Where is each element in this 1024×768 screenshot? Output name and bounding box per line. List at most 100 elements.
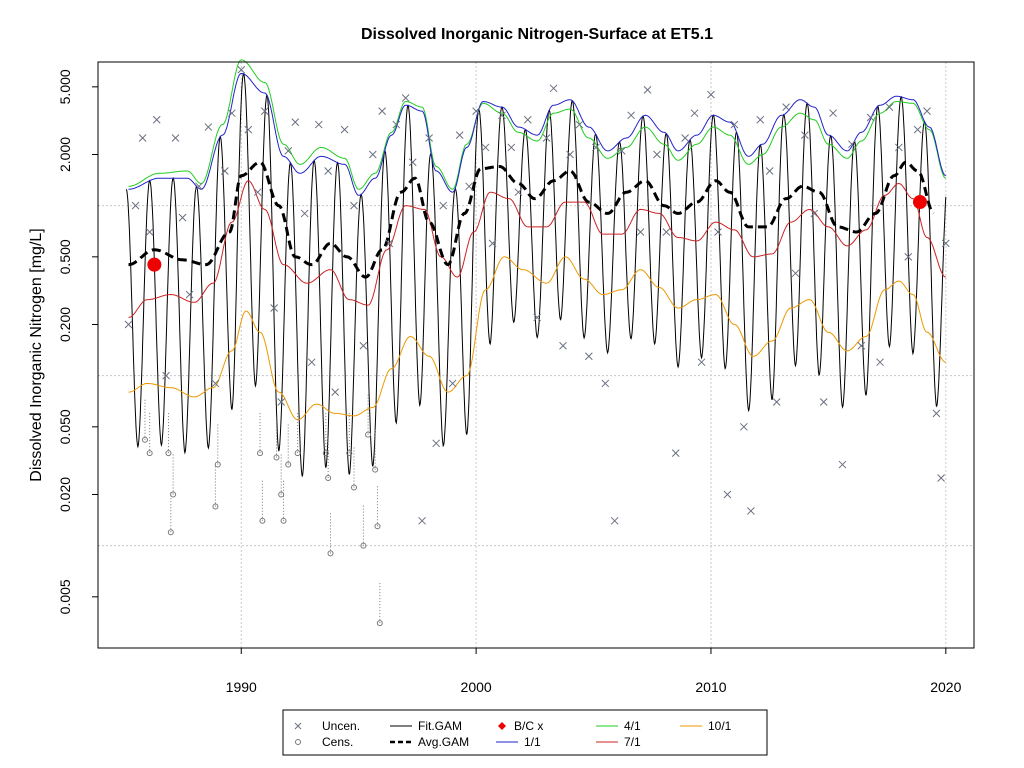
uncensored-point: [533, 313, 542, 322]
uncensored-point: [756, 115, 765, 124]
uncensored-point: [152, 115, 161, 124]
uncensored-point: [627, 111, 635, 120]
uncensored-point: [350, 201, 358, 210]
series-layer: [125, 59, 947, 477]
legend-label-101: 10/1: [708, 719, 732, 733]
censored-point: [257, 450, 264, 457]
uncensored-point: [124, 320, 133, 329]
legend-symbol-uncen: [294, 722, 302, 730]
uncensored-point: [195, 182, 203, 191]
uncensored-point: [819, 398, 828, 406]
uncensored-point: [425, 134, 433, 142]
grid-lines: [98, 62, 974, 648]
legend-label-cens: Cens.: [322, 735, 353, 749]
censored-point: [376, 620, 383, 627]
x-tick-label: 2010: [695, 679, 726, 695]
uncensored-point: [601, 379, 610, 388]
uncensored-point: [681, 134, 689, 142]
uncensored-point: [810, 209, 819, 218]
uncensored-point: [237, 65, 246, 74]
uncensored-point: [432, 439, 441, 448]
uncensored-point: [178, 213, 187, 222]
y-tick-label: 0.020: [57, 477, 73, 512]
uncensored-point: [923, 107, 931, 115]
uncensored-point: [697, 358, 706, 367]
uncensored-point: [418, 516, 426, 525]
uncensored-point: [662, 228, 671, 236]
uncensored-point: [829, 109, 837, 118]
uncensored-point: [507, 143, 516, 152]
censored-point: [285, 461, 292, 468]
censored-point: [365, 431, 372, 438]
uncensored-point: [220, 167, 229, 175]
censored-point: [327, 550, 334, 557]
uncensored-point: [885, 103, 894, 111]
uncensored-point: [941, 239, 950, 248]
uncensored-point: [636, 228, 645, 236]
uncensored-point: [284, 147, 293, 155]
series-line-11: [128, 72, 947, 196]
uncensored-point: [392, 120, 401, 129]
uncensored-point: [723, 490, 732, 499]
uncensored-point: [331, 388, 340, 396]
legend: Uncen. Cens. Fit.GAM Avg.GAM B/C x 1/1 4/1 7/1 1…: [282, 709, 768, 756]
uncensored-point: [291, 118, 300, 126]
uncensored-point: [307, 358, 316, 367]
bc-point: [912, 195, 927, 210]
uncensored-point: [300, 209, 309, 218]
censored-point: [346, 450, 353, 457]
legend-label-avggam: Avg.GAM: [418, 735, 469, 749]
censored-point: [360, 542, 367, 549]
uncensored-point: [253, 188, 262, 197]
uncensored-point: [448, 379, 457, 388]
uncensored-point: [559, 341, 567, 350]
bc-point: [147, 257, 162, 272]
uncensored-point: [277, 398, 286, 406]
uncensored-point: [488, 239, 497, 248]
uncensored-point: [848, 140, 856, 149]
legend-label-41: 4/1: [624, 719, 641, 733]
uncensored-point: [876, 358, 884, 367]
uncensored-point: [838, 460, 847, 469]
x-tick-label: 1990: [226, 679, 257, 695]
uncensored-point: [204, 123, 213, 131]
uncensored-point: [378, 107, 387, 115]
legend-label-fitgam: Fit.GAM: [418, 719, 462, 733]
series-line-71: [128, 180, 946, 318]
legend-box: [282, 709, 768, 756]
uncensored-point: [791, 269, 800, 278]
uncensored-point: [866, 113, 875, 122]
censored-point: [141, 436, 148, 443]
censored-point: [278, 491, 285, 498]
uncensored-point: [131, 201, 140, 210]
uncensored-point: [714, 228, 722, 236]
censored-point: [165, 450, 172, 457]
censored-point: [372, 466, 379, 473]
uncensored-point: [340, 125, 349, 134]
points-layer: [124, 65, 950, 627]
uncensored-point: [465, 182, 473, 191]
uncensored-point: [894, 143, 903, 152]
uncensored-point: [592, 143, 600, 152]
y-tick-label: 5.000: [57, 69, 73, 104]
uncensored-point: [857, 341, 866, 350]
uncensored-point: [171, 134, 180, 142]
uncensored-point: [747, 507, 755, 515]
uncensored-point: [549, 84, 558, 93]
y-axis-label: Dissolved Inorganic Nitrogen [mg/L]: [28, 228, 45, 481]
uncensored-point: [913, 125, 922, 134]
uncensored-point: [185, 290, 194, 299]
censored-point: [170, 491, 177, 498]
uncensored-point: [514, 188, 523, 197]
uncensored-point: [707, 90, 715, 99]
censored-point: [259, 517, 266, 524]
censored-point: [374, 523, 381, 530]
censored-point: [350, 484, 357, 491]
uncensored-point: [162, 371, 170, 380]
uncensored-point: [690, 109, 699, 118]
y-tick-label: 2.000: [57, 137, 73, 172]
legend-symbol-cens: [295, 739, 301, 745]
uncensored-point: [523, 115, 532, 124]
